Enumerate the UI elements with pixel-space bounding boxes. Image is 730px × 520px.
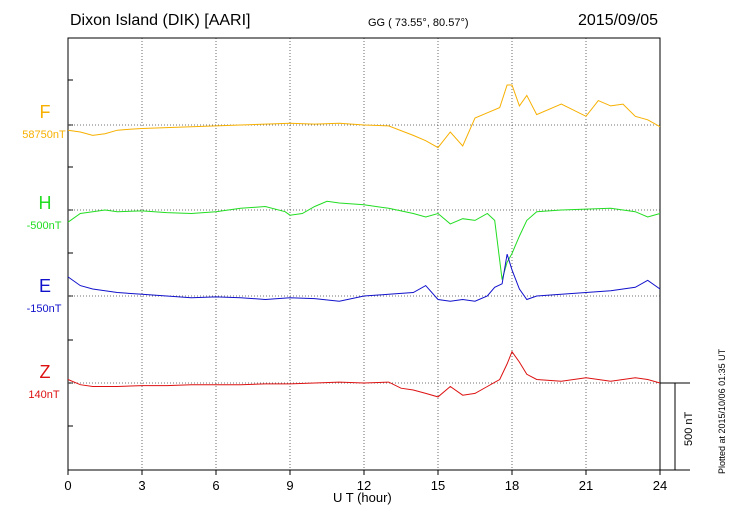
channel-baseline-f: 58750nT <box>22 129 66 141</box>
x-tick-label: 18 <box>505 478 519 493</box>
x-tick-label: 24 <box>653 478 667 493</box>
series-h-line <box>67 200 661 280</box>
coordinates-label: GG ( 73.55°, 80.57°) <box>368 17 469 29</box>
x-tick-label: 6 <box>212 478 219 493</box>
x-axis-label: U T (hour) <box>333 490 392 505</box>
grid <box>141 38 587 470</box>
station-title: Dixon Island (DIK) [AARI] <box>70 12 251 29</box>
x-tick-label: 0 <box>64 478 71 493</box>
channel-baseline-h: -500nT <box>27 220 62 232</box>
x-tick-label: 21 <box>579 478 593 493</box>
series-e-line <box>67 254 661 302</box>
x-tick-label: 12 <box>357 478 371 493</box>
channel-baseline-z: 140nT <box>28 389 59 401</box>
scale-bar-label: 500 nT <box>683 411 695 446</box>
channel-label-f: F <box>40 102 51 122</box>
channel-label-e: E <box>39 276 51 296</box>
scale-bar: 500 nT <box>660 382 695 471</box>
series-f-line <box>67 84 661 149</box>
x-axis: 0 3 6 9 12 15 18 21 24 <box>64 79 667 493</box>
channel-label-h: H <box>39 193 52 213</box>
series-z-line <box>67 350 661 398</box>
x-tick-label: 15 <box>431 478 445 493</box>
channel-labels: F 58750nT H -500nT E -150nT Z 140nT <box>22 102 66 401</box>
channel-label-z: Z <box>40 362 51 382</box>
plotted-note: Plotted at 2015/10/06 01:35 UT <box>717 348 727 474</box>
series-lines <box>67 84 661 398</box>
x-tick-label: 9 <box>286 478 293 493</box>
date-label: 2015/09/05 <box>578 12 659 29</box>
channel-baseline-e: -150nT <box>27 303 62 315</box>
x-tick-label: 3 <box>138 478 145 493</box>
